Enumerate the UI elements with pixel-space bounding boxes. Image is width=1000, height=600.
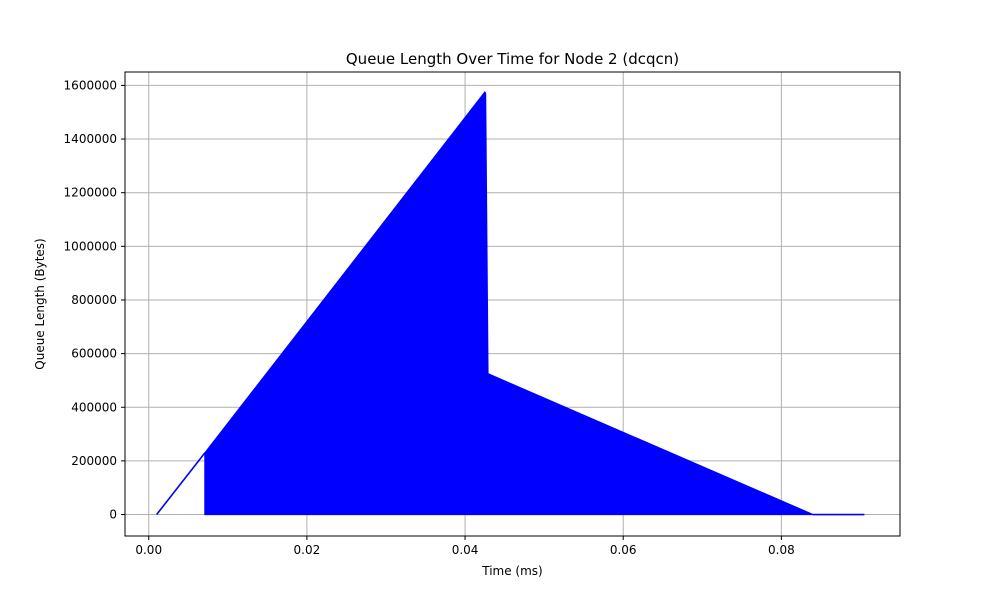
x-tick-label: 0.08 xyxy=(768,543,795,557)
chart-title: Queue Length Over Time for Node 2 (dcqcn… xyxy=(346,50,679,68)
y-tick-label: 1200000 xyxy=(64,186,117,200)
x-tick-label: 0.02 xyxy=(294,543,321,557)
plot-frame xyxy=(124,71,901,537)
y-tick-label: 0 xyxy=(109,508,117,522)
y-tick-label: 800000 xyxy=(71,293,117,307)
y-tick-label: 1600000 xyxy=(64,78,117,92)
y-tick-label: 1000000 xyxy=(64,239,117,253)
series-initial-ramp xyxy=(156,452,206,516)
y-axis-label: Queue Length (Bytes) xyxy=(33,238,47,369)
x-tick-label: 0.06 xyxy=(610,543,637,557)
series-oscillation-region xyxy=(204,91,814,516)
y-tick-label: 200000 xyxy=(71,454,117,468)
series-layer xyxy=(156,91,865,516)
y-tick-label: 400000 xyxy=(71,400,117,414)
x-tick-label: 0.00 xyxy=(135,543,162,557)
y-tick-label: 600000 xyxy=(71,347,117,361)
tick-layer: 0.00 0.02 0.04 0.06 0.08 0 200000 400000 600000 8… xyxy=(64,78,795,557)
y-tick-label: 1400000 xyxy=(64,132,117,146)
x-axis-label: Time (ms) xyxy=(481,564,543,578)
x-tick-label: 0.04 xyxy=(452,543,479,557)
